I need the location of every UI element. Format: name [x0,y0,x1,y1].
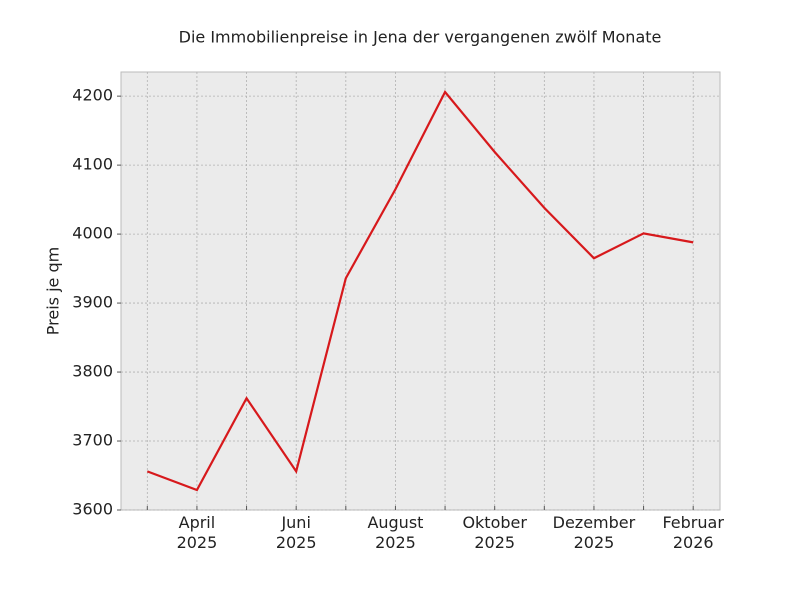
y-tick-label: 3900 [72,293,113,312]
y-tick-label: 4000 [72,224,113,243]
x-tick-label: August 2025 [367,513,424,552]
y-tick-label: 3800 [72,362,113,381]
y-tick-label: 3600 [72,500,113,519]
x-tick-label: Juni 2025 [275,513,317,552]
x-tick-label: Dezember 2025 [552,513,636,552]
x-tick-label: April 2025 [176,513,218,552]
x-tick-label-box: Juni 2025 [275,513,317,552]
y-axis-label: Preis je qm [44,247,63,335]
x-tick-label-box: Februar 2026 [662,513,724,552]
x-tick-label: Oktober 2025 [462,513,527,552]
y-tick-label: 4200 [72,86,113,105]
y-tick-label: 3700 [72,431,113,450]
y-tick-label: 4100 [72,155,113,174]
x-tick-label: Februar 2026 [662,513,724,552]
chart-title: Die Immobilienpreise in Jena der vergang… [179,28,662,47]
plot-area [120,71,721,511]
x-tick-label-box: August 2025 [367,513,424,552]
x-tick-label-box: April 2025 [176,513,218,552]
x-tick-label-box: Dezember 2025 [552,513,636,552]
line [146,90,694,492]
x-tick-label-box: Oktober 2025 [462,513,527,552]
